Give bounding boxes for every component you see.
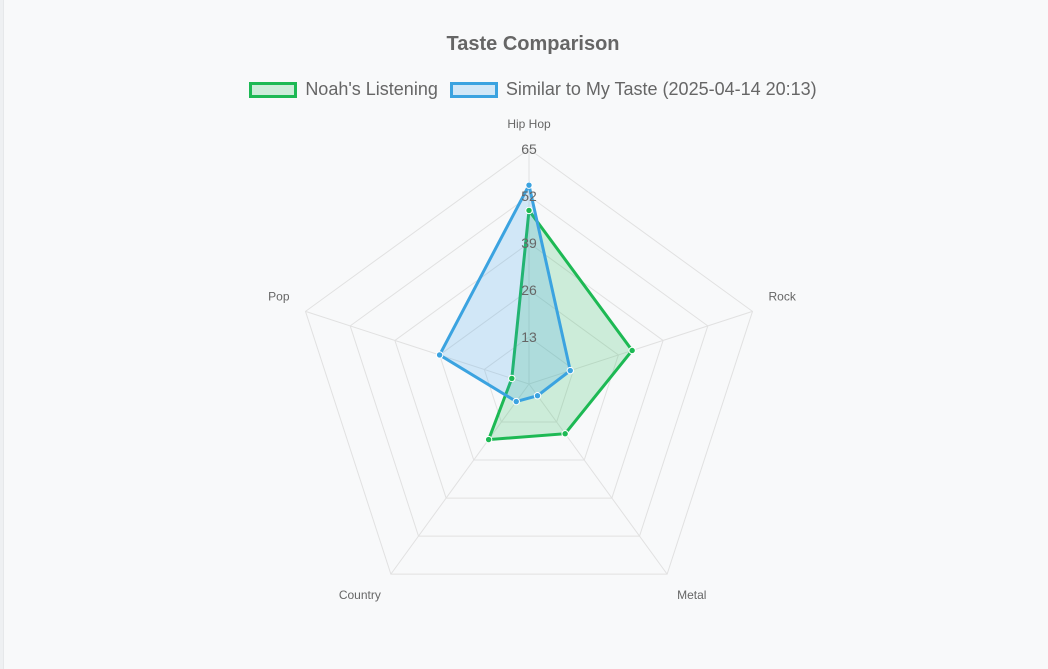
chart-panel: Taste Comparison Noah's Listening Simila… xyxy=(3,0,1048,669)
legend-label-noah: Noah's Listening xyxy=(305,79,438,99)
series-1-point-3[interactable] xyxy=(561,430,569,438)
series-2-point-3[interactable] xyxy=(533,391,542,400)
tick-label-52: 52 xyxy=(521,188,537,204)
series-2-point-5[interactable] xyxy=(435,351,444,359)
grid-ring-1 xyxy=(483,336,575,423)
series-1-point-1[interactable] xyxy=(525,206,533,215)
chart-legend: Noah's Listening Similar to My Taste (20… xyxy=(4,79,1048,100)
series-1-point-4[interactable] xyxy=(484,435,493,444)
grid-spoke-5 xyxy=(305,310,530,385)
radar-series xyxy=(435,180,636,444)
series-area-2 xyxy=(437,180,572,404)
radar-category-labels: Hip Hop Rock Metal Country Pop xyxy=(268,117,797,602)
legend-swatch-noah xyxy=(249,81,298,98)
grid-ring-2 xyxy=(439,289,619,461)
tick-label-65: 65 xyxy=(521,141,537,157)
tick-label-13: 13 xyxy=(521,329,537,345)
category-label-metal: Metal xyxy=(677,588,706,602)
category-label-pop: Pop xyxy=(268,289,290,303)
legend-item-similar[interactable]: Similar to My Taste (2025-04-14 20:13) xyxy=(449,79,817,100)
chart-title: Taste Comparison xyxy=(446,33,620,55)
grid-ring-4 xyxy=(349,195,709,537)
grid-ring-3 xyxy=(394,242,664,499)
tick-label-39: 39 xyxy=(521,235,537,251)
category-label-hip-hop: Hip Hop xyxy=(507,117,551,131)
series-2-point-2[interactable] xyxy=(566,366,574,375)
legend-label-similar: Similar to My Taste (2025-04-14 20:13) xyxy=(505,79,817,99)
grid-ring-5 xyxy=(304,148,754,575)
series-2-point-4[interactable] xyxy=(512,397,520,406)
grid-spoke-4 xyxy=(390,383,530,575)
series-1-point-2[interactable] xyxy=(628,346,636,355)
legend-swatch-similar xyxy=(449,81,498,98)
radar-tick-labels: 13 26 39 52 65 xyxy=(521,141,537,345)
category-label-rock: Rock xyxy=(768,289,796,303)
legend-item-noah[interactable]: Noah's Listening xyxy=(249,79,438,100)
category-label-country: Country xyxy=(339,588,381,602)
grid-spoke-3 xyxy=(528,383,668,575)
tick-label-26: 26 xyxy=(521,282,537,298)
series-2-point-1[interactable] xyxy=(525,181,533,189)
series-1-point-5[interactable] xyxy=(508,374,516,383)
